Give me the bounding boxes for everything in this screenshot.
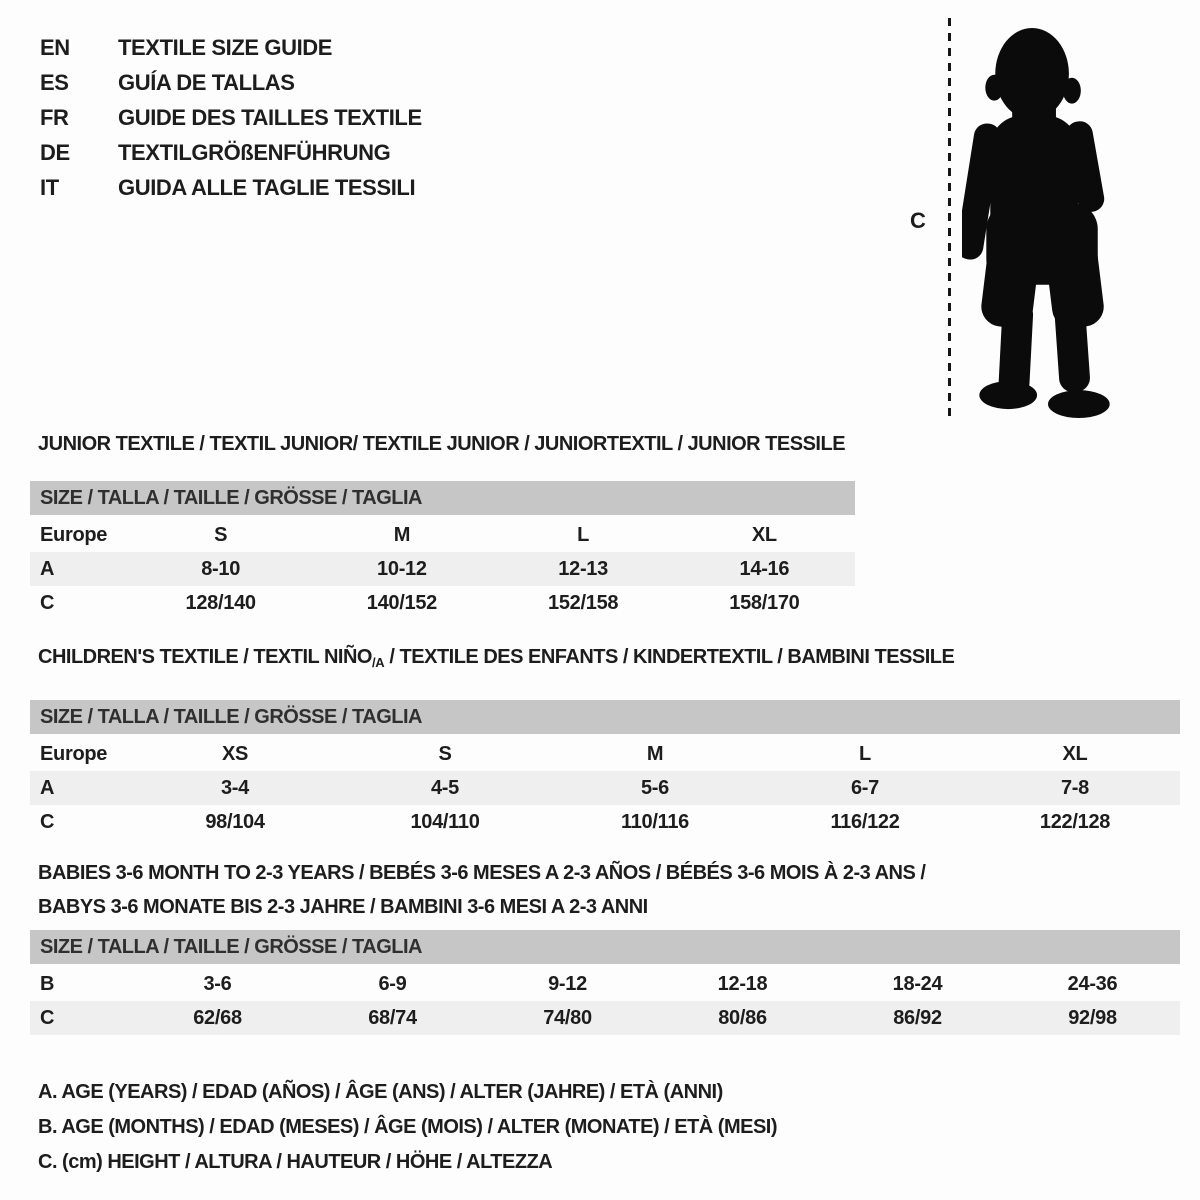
language-row: FR GUIDE DES TAILLES TEXTILE <box>40 100 422 135</box>
babies-title-line-1: BABIES 3-6 MONTH TO 2-3 YEARS / BEBÉS 3-… <box>38 862 926 884</box>
size-cell: M <box>646 742 664 765</box>
guide-title: TEXTILE SIZE GUIDE <box>118 35 333 60</box>
row-label: A <box>40 557 55 580</box>
babies-title-line-2: BABYS 3-6 MONATE BIS 2-3 JAHRE / BAMBINI… <box>38 896 648 918</box>
language-header: EN TEXTILE SIZE GUIDE ES GUÍA DE TALLAS … <box>40 30 422 205</box>
size-header-bar: SIZE / TALLA / TAILLE / GRÖSSE / TAGLIA <box>30 481 855 515</box>
height-cell: 128/140 <box>185 591 257 614</box>
age-cell: 8-10 <box>201 557 241 580</box>
age-cell: 7-8 <box>1060 776 1089 799</box>
junior-section-title: JUNIOR TEXTILE / TEXTIL JUNIOR/ TEXTILE … <box>38 433 846 455</box>
title-text: / TEXTILE DES ENFANTS / KINDERTEXTIL / B… <box>384 646 955 668</box>
size-cell: S <box>214 523 228 546</box>
row-label: Europe <box>40 523 108 546</box>
language-row: EN TEXTILE SIZE GUIDE <box>40 30 422 65</box>
guide-title: TEXTILGRÖßENFÜHRUNG <box>118 140 391 165</box>
size-cell: XL <box>1062 742 1088 765</box>
language-code: FR <box>40 105 69 130</box>
height-cell: 116/122 <box>830 810 900 833</box>
months-cell: 3-6 <box>203 972 232 995</box>
age-cell: 4-5 <box>430 776 459 799</box>
months-cell: 9-12 <box>548 972 587 995</box>
height-cell: 86/92 <box>893 1006 942 1029</box>
height-cell: 122/128 <box>1039 810 1111 833</box>
size-cell: M <box>393 523 411 546</box>
size-header-bar: SIZE / TALLA / TAILLE / GRÖSSE / TAGLIA <box>30 700 1180 734</box>
language-code: IT <box>40 175 59 200</box>
table-row-europe: Europe XS S M L XL <box>30 737 1180 771</box>
title-text: CHILDREN'S TEXTILE / TEXTIL NIÑO <box>38 646 372 668</box>
language-code: EN <box>40 35 70 60</box>
language-row: IT GUIDA ALLE TAGLIE TESSILI <box>40 170 422 205</box>
language-row: ES GUÍA DE TALLAS <box>40 65 422 100</box>
title-subscript: /A <box>371 655 385 670</box>
legend-line-a: A. AGE (YEARS) / EDAD (AÑOS) / ÂGE (ANS)… <box>38 1081 723 1103</box>
table-row-height: C 98/104 104/110 110/116 116/122 122/128 <box>30 805 1180 839</box>
table-row-age: A 8-10 10-12 12-13 14-16 <box>30 552 855 586</box>
age-cell: 3-4 <box>220 776 249 799</box>
size-cell: L <box>577 523 590 546</box>
height-cell: 110/116 <box>621 810 689 833</box>
height-cell: 104/110 <box>410 810 480 833</box>
babies-size-table: SIZE / TALLA / TAILLE / GRÖSSE / TAGLIA … <box>30 930 1180 1035</box>
months-cell: 24-36 <box>1067 972 1118 995</box>
table-row-height: C 62/68 68/74 74/80 80/86 86/92 92/98 <box>30 1001 1180 1035</box>
children-section-title: CHILDREN'S TEXTILE / TEXTIL NIÑO/A / TEX… <box>30 645 1180 675</box>
children-size-table: SIZE / TALLA / TAILLE / GRÖSSE / TAGLIA … <box>30 700 1180 839</box>
measurement-legend: A. AGE (YEARS) / EDAD (AÑOS) / ÂGE (ANS)… <box>38 1075 778 1180</box>
junior-textile-section: JUNIOR TEXTILE / TEXTIL JUNIOR/ TEXTILE … <box>30 432 855 620</box>
guide-title: GUÍA DE TALLAS <box>118 70 295 95</box>
height-cell: 68/74 <box>368 1006 417 1029</box>
babies-section-title: BABIES 3-6 MONTH TO 2-3 YEARS / BEBÉS 3-… <box>30 856 1180 924</box>
months-cell: 6-9 <box>378 972 407 995</box>
toddler-silhouette-icon <box>962 27 1110 419</box>
babies-textile-section: BABIES 3-6 MONTH TO 2-3 YEARS / BEBÉS 3-… <box>30 856 1180 1035</box>
age-cell: 14-16 <box>739 557 790 580</box>
size-cell: XS <box>221 742 249 765</box>
size-cell: XL <box>751 523 777 546</box>
height-cell: 74/80 <box>543 1006 592 1029</box>
junior-size-table: SIZE / TALLA / TAILLE / GRÖSSE / TAGLIA … <box>30 481 855 620</box>
height-cell: 98/104 <box>205 810 265 833</box>
age-cell: 6-7 <box>850 776 879 799</box>
height-cell: 62/68 <box>193 1006 242 1029</box>
height-cell: 140/152 <box>366 591 438 614</box>
language-row: DE TEXTILGRÖßENFÜHRUNG <box>40 135 422 170</box>
row-label: A <box>40 776 55 799</box>
height-cell: 92/98 <box>1068 1006 1117 1029</box>
months-cell: 18-24 <box>892 972 943 995</box>
guide-title: GUIDE DES TAILLES TEXTILE <box>118 105 422 130</box>
language-code: DE <box>40 140 70 165</box>
age-cell: 12-13 <box>558 557 608 580</box>
height-cell: 158/170 <box>729 591 800 614</box>
months-cell: 12-18 <box>717 972 768 995</box>
table-row-height: C 128/140 140/152 152/158 158/170 <box>30 586 855 620</box>
dashed-measure-line <box>948 18 951 416</box>
guide-title: GUIDA ALLE TAGLIE TESSILI <box>118 175 416 200</box>
size-cell: S <box>438 742 452 765</box>
legend-line-c: C. (cm) HEIGHT / ALTURA / HAUTEUR / HÖHE… <box>38 1151 553 1173</box>
row-label: C <box>40 810 55 833</box>
height-cell: 80/86 <box>718 1006 767 1029</box>
height-cell: 152/158 <box>548 591 619 614</box>
row-label: C <box>40 591 55 614</box>
age-cell: 10-12 <box>377 557 427 580</box>
legend-line-b: B. AGE (MONTHS) / EDAD (MESES) / ÂGE (MO… <box>38 1116 778 1138</box>
measure-label-c: C <box>910 208 926 233</box>
language-code: ES <box>40 70 69 95</box>
row-label: C <box>40 1006 55 1029</box>
size-cell: L <box>859 742 871 765</box>
table-row-europe: Europe S M L XL <box>30 518 855 552</box>
height-measure-figure: C <box>890 0 1190 430</box>
table-row-age: A 3-4 4-5 5-6 6-7 7-8 <box>30 771 1180 805</box>
row-label: Europe <box>40 742 108 765</box>
row-label: B <box>40 972 55 995</box>
children-textile-section: CHILDREN'S TEXTILE / TEXTIL NIÑO/A / TEX… <box>30 645 1180 839</box>
age-cell: 5-6 <box>640 776 669 799</box>
size-header-bar: SIZE / TALLA / TAILLE / GRÖSSE / TAGLIA <box>30 930 1180 964</box>
table-row-months: B 3-6 6-9 9-12 12-18 18-24 24-36 <box>30 967 1180 1001</box>
